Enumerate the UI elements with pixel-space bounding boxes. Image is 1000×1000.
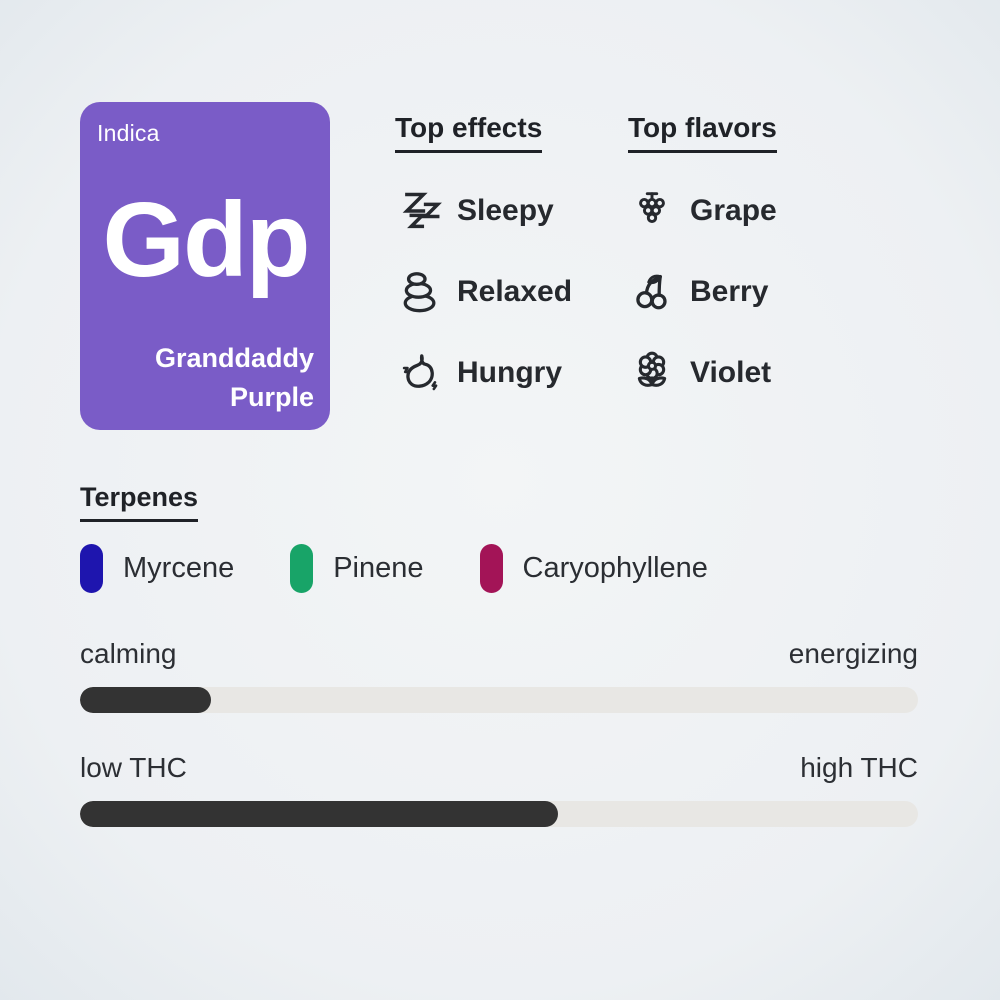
- strain-type-label: Indica: [97, 120, 160, 146]
- top-effects-section: Top effects Sleepy Relaxed: [395, 112, 572, 397]
- cherries-icon: [628, 269, 676, 315]
- stomach-icon: [395, 350, 443, 396]
- terpene-item-myrcene: Myrcene: [80, 544, 234, 593]
- thc-fill: [80, 801, 558, 827]
- scale-right-label: energizing: [788, 638, 918, 669]
- terpene-swatch: [479, 544, 503, 593]
- flavor-label: Grape: [690, 194, 777, 227]
- terpene-item-pinene: Pinene: [290, 544, 424, 593]
- stacked-stones-icon: [395, 269, 443, 315]
- calming-energizing-fill: [80, 687, 211, 713]
- sleepy-icon: [395, 188, 443, 234]
- strain-name-line1: Granddaddy: [154, 343, 314, 374]
- scale-labels: calming energizing: [80, 638, 918, 670]
- terpene-label: Pinene: [333, 552, 424, 584]
- flavor-row-grape: Grape: [628, 187, 777, 235]
- terpene-item-caryophyllene: Caryophyllene: [479, 544, 708, 593]
- top-flavors-section: Top flavors Grape: [628, 112, 777, 397]
- effect-row-relaxed: Relaxed: [395, 268, 572, 316]
- top-effects-heading: Top effects: [395, 112, 543, 153]
- terpenes-list: Myrcene Pinene Caryophyllene: [80, 544, 708, 593]
- terpene-label: Myrcene: [123, 552, 235, 584]
- scale-left-label: low THC: [80, 752, 187, 783]
- scale-left-label: calming: [80, 638, 177, 669]
- strain-card[interactable]: Indica Gdp Granddaddy Purple: [80, 102, 330, 430]
- terpene-swatch: [80, 544, 103, 593]
- calming-energizing-track: [80, 687, 918, 713]
- top-flavors-heading: Top flavors: [628, 112, 777, 153]
- effect-label: Sleepy: [457, 194, 554, 227]
- flavor-label: Berry: [690, 275, 769, 308]
- grape-icon: [628, 188, 676, 234]
- effect-label: Relaxed: [457, 275, 573, 308]
- flavor-label: Violet: [690, 356, 772, 389]
- strain-name-line2: Purple: [229, 381, 314, 412]
- terpene-label: Caryophyllene: [522, 552, 708, 584]
- flavor-row-violet: Violet: [628, 349, 777, 397]
- flavor-row-berry: Berry: [628, 268, 777, 316]
- strain-abbreviation: Gdp: [102, 181, 311, 300]
- effect-row-sleepy: Sleepy: [395, 187, 572, 235]
- terpenes-heading: Terpenes: [80, 482, 199, 522]
- thc-track: [80, 801, 918, 827]
- scale-labels: low THC high THC: [80, 752, 918, 784]
- effect-row-hungry: Hungry: [395, 349, 572, 397]
- terpenes-section: Terpenes Myrcene Pinene Caryophyllene: [80, 482, 708, 593]
- strain-name: Granddaddy Purple: [97, 339, 314, 416]
- flower-icon: [628, 350, 676, 396]
- thc-scale: low THC high THC: [80, 752, 918, 827]
- calming-energizing-scale: calming energizing: [80, 638, 918, 713]
- terpene-swatch: [290, 544, 314, 593]
- effect-label: Hungry: [457, 356, 562, 389]
- scale-right-label: high THC: [800, 752, 918, 783]
